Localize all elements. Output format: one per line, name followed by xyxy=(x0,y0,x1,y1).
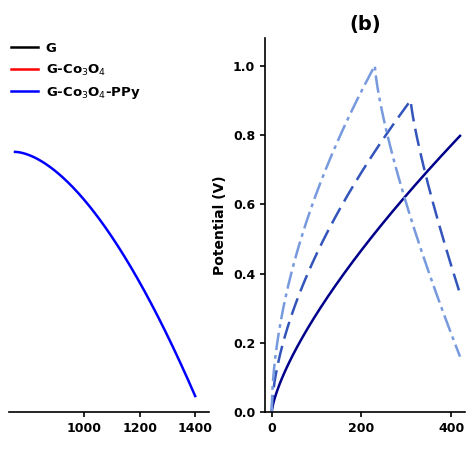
Legend: G, G-Co$_3$O$_4$, G-Co$_3$O$_4$-PPy: G, G-Co$_3$O$_4$, G-Co$_3$O$_4$-PPy xyxy=(6,37,146,106)
Title: (b): (b) xyxy=(349,15,381,34)
Y-axis label: Potential (V): Potential (V) xyxy=(213,175,228,275)
